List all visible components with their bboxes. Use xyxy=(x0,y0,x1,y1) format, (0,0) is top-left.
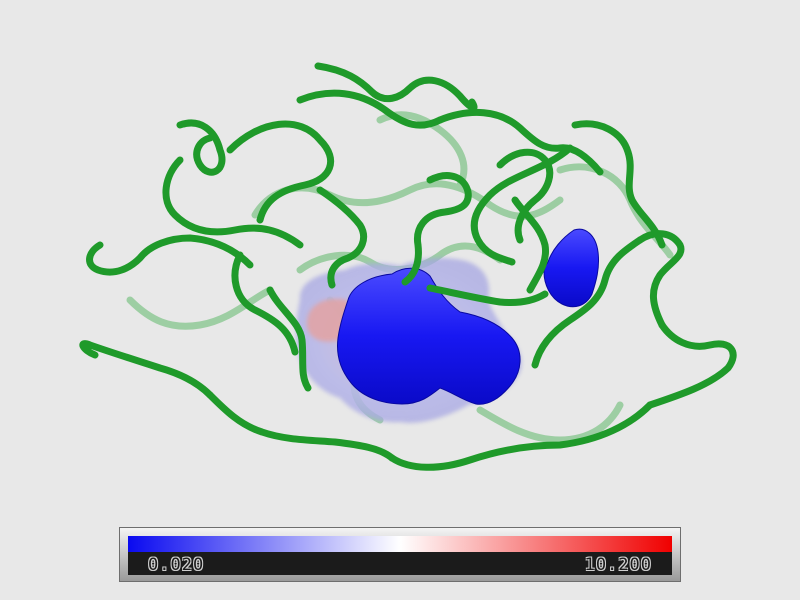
surface-blob-large xyxy=(337,267,521,405)
colorbar-max-label: 10.200 xyxy=(584,555,652,575)
electrostatic-surface xyxy=(296,228,599,423)
colorbar-gradient xyxy=(128,536,672,552)
colorbar: 0.020 10.200 xyxy=(119,527,681,582)
molecule-viewport[interactable] xyxy=(0,0,800,520)
surface-blob-small xyxy=(543,228,599,308)
colorbar-min-label: 0.020 xyxy=(148,555,205,575)
colorbar-track: 0.020 10.200 xyxy=(128,536,672,575)
protein-backbone xyxy=(79,62,737,471)
